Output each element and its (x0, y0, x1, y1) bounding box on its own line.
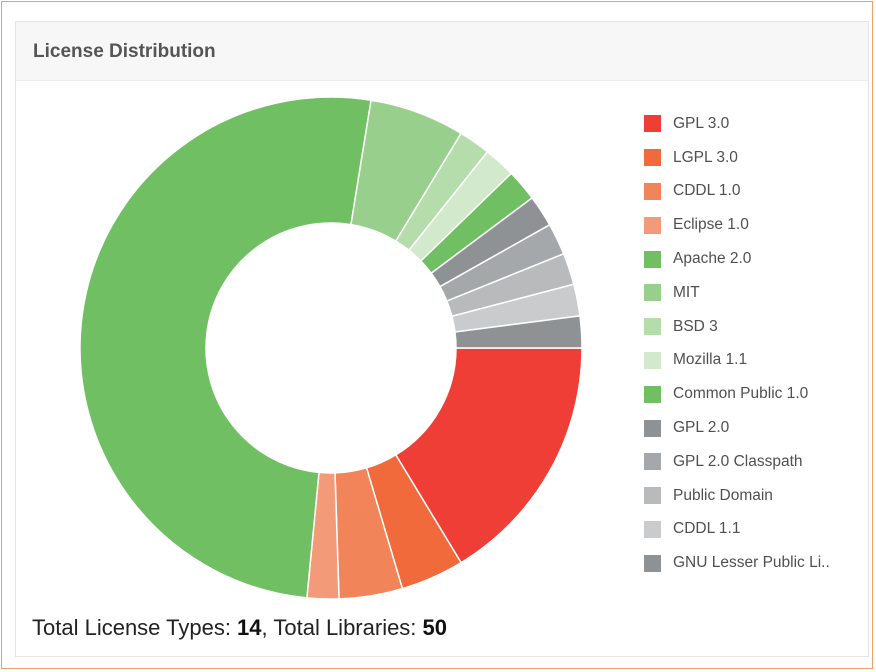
legend-swatch (644, 284, 661, 302)
total-libraries-value: 50 (422, 615, 448, 640)
legend-swatch (644, 453, 661, 471)
legend-item[interactable]: GNU Lesser Public Li.. (644, 546, 830, 580)
legend-label: Common Public 1.0 (673, 385, 809, 403)
panel-header: License Distribution (16, 22, 868, 81)
legend-label: GPL 2.0 Classpath (673, 452, 803, 470)
slice-gnu-lesser-public-li[interactable] (454, 315, 583, 349)
legend-swatch (644, 554, 661, 572)
legend-label: GPL 3.0 (673, 114, 730, 132)
legend-item[interactable]: Common Public 1.0 (644, 377, 830, 411)
legend-item[interactable]: BSD 3 (644, 310, 830, 344)
legend-swatch (644, 115, 661, 133)
total-license-types-label: Total License Types: (32, 615, 238, 640)
legend-swatch (644, 182, 661, 200)
legend-item[interactable]: Apache 2.0 (644, 242, 830, 276)
total-license-types-value: 14 (237, 615, 262, 640)
license-distribution-panel: License Distribution GPL 3.0 LGPL 3.0 CDDL… (15, 21, 869, 657)
legend-label: GPL 2.0 (673, 419, 730, 437)
legend-item[interactable]: LGPL 3.0 (644, 141, 830, 175)
legend-swatch (644, 149, 661, 167)
legend-item[interactable]: CDDL 1.1 (644, 513, 830, 547)
legend-item[interactable]: Mozilla 1.1 (644, 344, 830, 378)
legend-item[interactable]: Public Domain (644, 479, 830, 513)
legend-item[interactable]: GPL 2.0 Classpath (644, 445, 830, 479)
legend-item[interactable]: GPL 3.0 (644, 107, 830, 141)
legend-label: CDDL 1.0 (673, 182, 741, 200)
legend-item[interactable]: GPL 2.0 (644, 411, 830, 445)
legend-item[interactable]: CDDL 1.0 (644, 175, 830, 209)
legend-label: Eclipse 1.0 (673, 216, 749, 234)
legend-label: MIT (673, 283, 700, 301)
legend-item[interactable]: Eclipse 1.0 (644, 208, 830, 242)
chart-legend: GPL 3.0 LGPL 3.0 CDDL 1.0 Eclipse 1.0 Apache… (644, 107, 830, 580)
donut-chart (79, 96, 583, 600)
legend-swatch (644, 419, 661, 437)
totals-summary: Total License Types: 14, Total Libraries… (32, 615, 447, 641)
legend-label: Apache 2.0 (673, 250, 752, 268)
total-libraries-label: Total Libraries: (273, 615, 423, 640)
legend-swatch (644, 250, 661, 268)
legend-swatch (644, 520, 661, 538)
slice-gpl-3-0[interactable] (394, 347, 583, 564)
legend-swatch (644, 216, 661, 234)
legend-swatch (644, 487, 661, 505)
panel-title: License Distribution (33, 41, 216, 62)
legend-item[interactable]: MIT (644, 276, 830, 310)
legend-label: Public Domain (673, 486, 773, 504)
legend-swatch (644, 351, 661, 369)
legend-swatch (644, 318, 661, 336)
slice-apache-2-0[interactable] (79, 96, 372, 599)
legend-label: BSD 3 (673, 317, 718, 335)
legend-swatch (644, 385, 661, 403)
legend-label: CDDL 1.1 (673, 520, 741, 538)
totals-separator: , (261, 615, 274, 640)
legend-label: Mozilla 1.1 (673, 351, 748, 369)
legend-label: LGPL 3.0 (673, 148, 738, 166)
legend-label: GNU Lesser Public Li.. (673, 554, 830, 572)
